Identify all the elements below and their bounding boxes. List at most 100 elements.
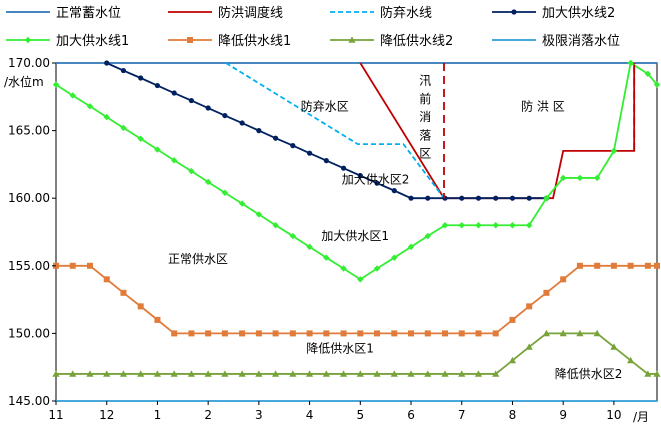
x-tick-label: 6 xyxy=(407,408,415,422)
series-6-point-21 xyxy=(391,330,398,337)
series-5-point-26 xyxy=(475,222,482,229)
series-6-point-7 xyxy=(154,316,161,323)
series-6-point-17 xyxy=(323,330,330,337)
legend-label-3: 防弃水线 xyxy=(380,5,432,21)
legend-item-3: 防弃水线 xyxy=(330,5,432,21)
series-4-point-10 xyxy=(256,128,262,134)
series-6-point-24 xyxy=(442,330,449,337)
series-7-point-1 xyxy=(52,370,60,377)
series-line-3 xyxy=(225,62,445,199)
series-5-point-24 xyxy=(441,222,449,229)
legend-label-8: 极限消落水位 xyxy=(542,34,620,49)
series-7-point-16 xyxy=(305,370,314,377)
series-6-point-8 xyxy=(171,330,178,337)
legend-item-1: 正常蓄水位 xyxy=(6,6,121,21)
series-4-point-22 xyxy=(459,195,465,201)
y-tick-label: 150.00 xyxy=(8,326,50,340)
series-5-point-22 xyxy=(407,243,415,251)
series-7-point-14 xyxy=(272,370,280,377)
series-4-point-11 xyxy=(273,135,279,141)
series-5-point-20 xyxy=(373,265,381,272)
series-4-point-18 xyxy=(391,188,397,194)
series-4-point-20 xyxy=(425,195,431,201)
series-4-point-15 xyxy=(340,165,347,171)
legend-marker-6 xyxy=(187,37,193,43)
legend-label-6: 降低供水线1 xyxy=(218,34,291,49)
legend-item-8: 极限消落水位 xyxy=(492,34,620,49)
series-4-point-4 xyxy=(154,82,161,89)
series-6-point-20 xyxy=(374,330,381,337)
series-4-point-3 xyxy=(138,75,144,81)
y-tick-label: 155.00 xyxy=(8,259,50,273)
series-7-point-6 xyxy=(137,370,145,377)
series-6-point-26 xyxy=(475,330,482,337)
legend-item-4: 加大供水线2 xyxy=(492,6,615,21)
legend-item-2: 防洪调度线 xyxy=(168,5,283,21)
series-5 xyxy=(52,59,661,283)
series-7-point-9 xyxy=(187,370,196,377)
series-5-point-7 xyxy=(154,146,161,153)
x-tick-label: 7 xyxy=(458,408,466,422)
legend-label-5: 加大供水线1 xyxy=(56,34,129,49)
series-5-point-37 xyxy=(653,81,661,88)
series-5-point-6 xyxy=(137,135,144,142)
x-tick-label: 2 xyxy=(204,408,212,422)
series-7-point-21 xyxy=(390,370,398,377)
series-7-point-23 xyxy=(424,370,432,377)
series-6-point-25 xyxy=(458,330,465,337)
series-4-point-16 xyxy=(357,173,363,179)
series-5-point-25 xyxy=(458,222,465,229)
series-4-point-8 xyxy=(222,112,228,119)
series-7-point-30 xyxy=(542,329,551,337)
series-6-point-34 xyxy=(610,262,617,269)
series-5-point-29 xyxy=(525,222,533,229)
legend-label-2: 防洪调度线 xyxy=(218,5,283,21)
series-6-point-14 xyxy=(272,330,279,337)
series-4-point-24 xyxy=(493,195,499,201)
series-6-point-32 xyxy=(576,262,583,269)
zone-label-2: 加大供水区2 xyxy=(342,172,410,186)
legend-item-5: 加大供水线1 xyxy=(6,34,129,49)
series-7-point-24 xyxy=(441,370,449,377)
series-6-point-22 xyxy=(408,330,415,337)
series-4-point-7 xyxy=(205,105,211,111)
series-7-point-7 xyxy=(153,370,162,377)
series-5-point-11 xyxy=(221,189,229,196)
series-6-point-33 xyxy=(594,262,601,269)
legend-label-1: 正常蓄水位 xyxy=(56,6,121,21)
series-5-point-13 xyxy=(255,211,263,218)
series-6-point-29 xyxy=(526,303,533,310)
series-7-point-37 xyxy=(653,370,661,377)
series-5-point-31 xyxy=(559,174,567,182)
series-7-point-18 xyxy=(339,370,348,377)
series-7-point-19 xyxy=(356,370,364,377)
zone-label-4: 正常供水区 xyxy=(168,252,228,266)
series-4-point-2 xyxy=(120,67,127,74)
legend: 正常蓄水位 防洪调度线 防弃水线 加大供水线2 加大供水线1 降低供水线1 降低供水线2 极限… xyxy=(6,5,620,49)
series-7-point-20 xyxy=(373,370,381,377)
series-6-point-16 xyxy=(306,330,313,337)
series-7-point-15 xyxy=(289,370,297,377)
series-6-point-4 xyxy=(103,276,110,283)
series-7-point-3 xyxy=(86,370,94,377)
series-7-point-2 xyxy=(69,370,77,377)
series-6-point-36 xyxy=(644,262,651,269)
series-5-point-36 xyxy=(644,70,652,78)
series-5-point-18 xyxy=(340,265,347,272)
series-7-point-11 xyxy=(221,370,229,377)
series-5-point-16 xyxy=(306,243,313,251)
series-6-point-9 xyxy=(188,330,195,337)
y-tick-label: 165.00 xyxy=(8,124,50,138)
series-3 xyxy=(225,62,445,199)
series-7-point-5 xyxy=(119,370,128,377)
series-5-point-12 xyxy=(238,200,246,207)
series-4-point-17 xyxy=(374,180,380,186)
series-7-point-35 xyxy=(627,356,635,364)
series-7-point-26 xyxy=(474,370,483,377)
series-5-point-28 xyxy=(509,222,516,229)
legend-label-7: 降低供水线2 xyxy=(380,34,453,49)
series-4-point-5 xyxy=(171,90,177,96)
